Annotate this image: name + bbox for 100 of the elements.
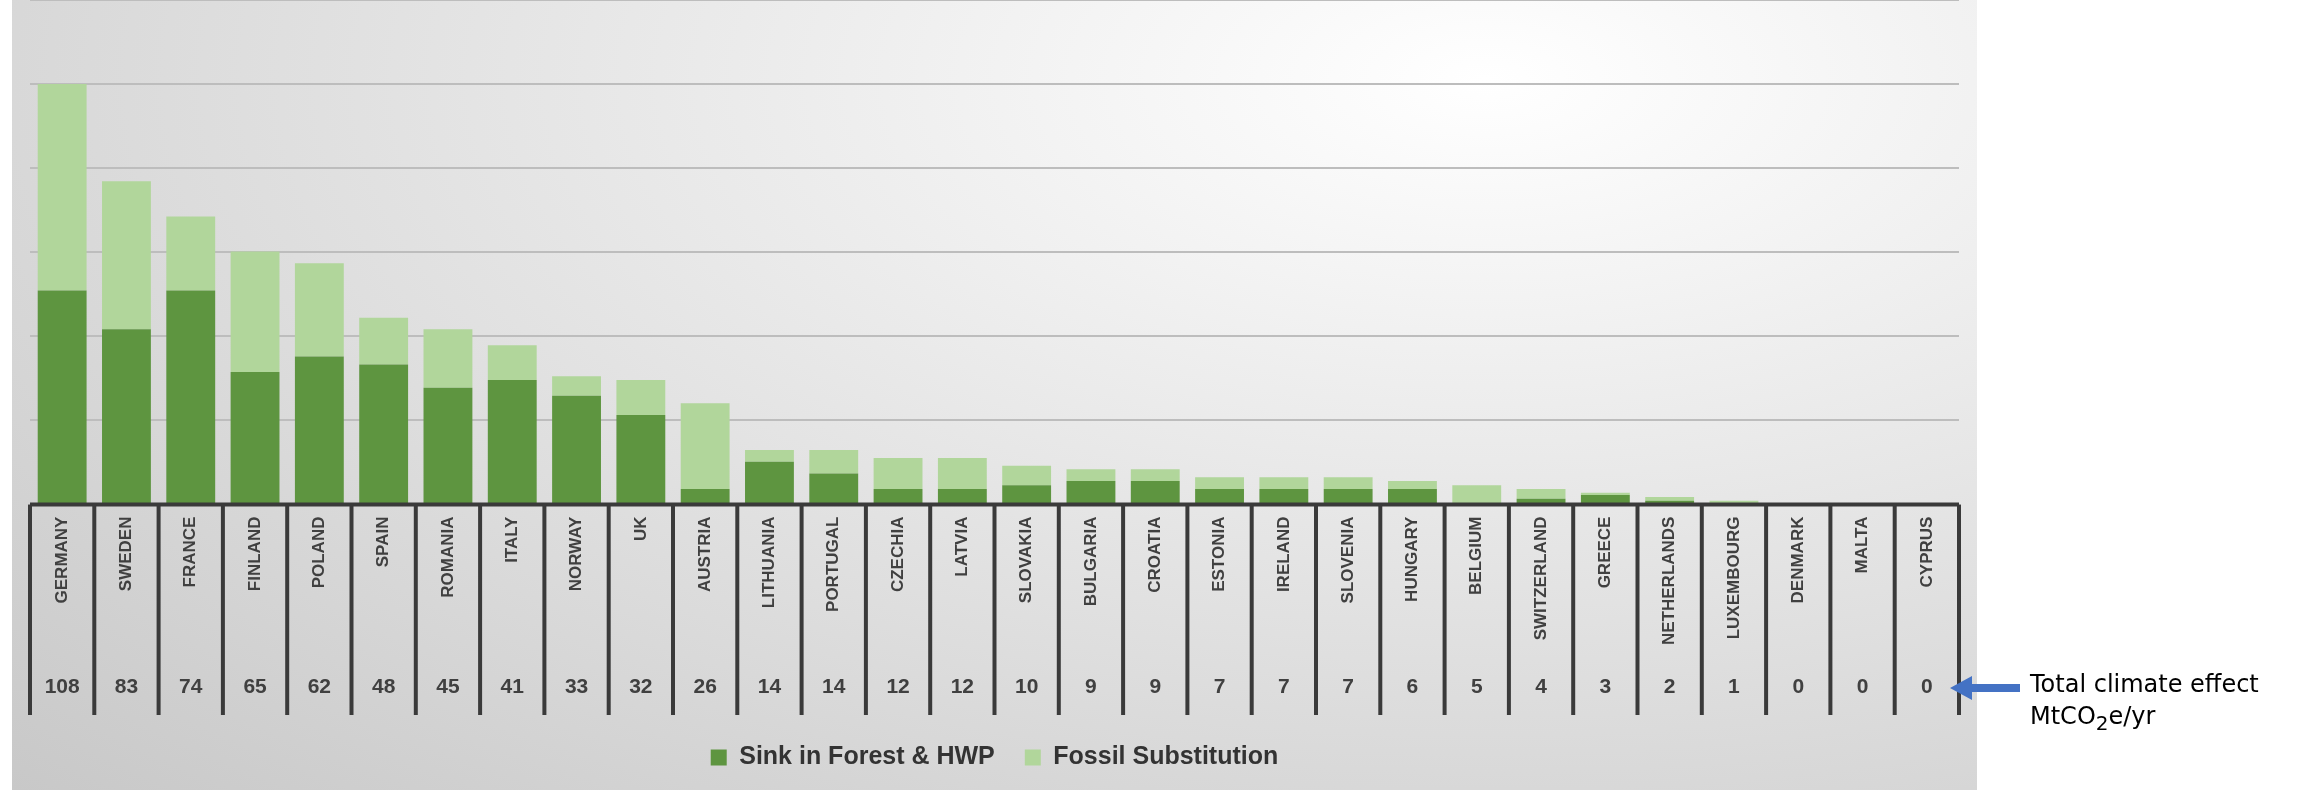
x-tick-label: NETHERLANDS [1659, 516, 1679, 646]
x-tick-label: BULGARIA [1080, 516, 1100, 607]
bar [873, 489, 923, 504]
bar [37, 290, 87, 504]
text: 32 [629, 673, 653, 697]
text: 9 [1085, 673, 1097, 697]
bar [1195, 489, 1244, 504]
x-tick-label: HUNGARY [1402, 515, 1422, 602]
text: 5 [1470, 673, 1483, 697]
bar [616, 415, 666, 504]
text: 26 [693, 673, 717, 697]
text: 48 [371, 673, 396, 697]
x-tick-label: NORWAY [566, 515, 586, 592]
text: 7 [1342, 673, 1354, 697]
x-tick-label: CZECHIA [887, 516, 907, 593]
x-tick-label: CYPRUS [1916, 516, 1936, 588]
bar [680, 489, 730, 504]
legend-label: Sink in Forest & HWP [739, 741, 995, 770]
x-tick-label: GREECE [1595, 516, 1615, 589]
bar [809, 473, 859, 504]
bar [423, 387, 473, 504]
text: 3 [1599, 673, 1612, 697]
bar [1002, 485, 1052, 504]
text: 2 [1663, 673, 1676, 697]
x-tick-label: SWEDEN [116, 516, 136, 592]
text: 14 [822, 673, 846, 697]
bar [37, 84, 87, 291]
bar [294, 263, 344, 357]
bar [680, 403, 730, 489]
text: 45 [436, 673, 460, 697]
x-tick-label: PORTUGAL [823, 516, 843, 612]
x-tick-label: SLOVENIA [1337, 516, 1357, 604]
bar [359, 317, 409, 365]
text: 83 [114, 673, 139, 697]
text: 7 [1278, 673, 1290, 697]
bar [552, 376, 601, 396]
bar [1066, 481, 1116, 504]
bar [102, 329, 151, 504]
bar [487, 345, 537, 381]
bar [102, 181, 151, 330]
x-tick-label: SPAIN [373, 516, 393, 568]
bar [1259, 489, 1309, 504]
legend-label: Fossil Substitution [1053, 741, 1279, 770]
x-tick-label: LATVIA [952, 516, 972, 577]
bar [1130, 481, 1180, 504]
bar [359, 364, 409, 504]
text: 6 [1406, 673, 1419, 697]
x-tick-label: IRELAND [1273, 516, 1293, 593]
bar [1323, 489, 1373, 504]
bar [423, 329, 473, 388]
x-tick-label: CROATIA [1144, 516, 1164, 593]
bar [230, 372, 280, 504]
text: 0 [1856, 673, 1869, 697]
bar [1130, 469, 1180, 482]
x-tick-label: UK [630, 515, 650, 542]
bar [1516, 489, 1566, 499]
x-tick-label: GERMANY [51, 515, 71, 604]
text: 10 [1014, 673, 1039, 697]
bar [1388, 481, 1437, 489]
x-tick-label: MALTA [1852, 516, 1872, 574]
bar [1323, 477, 1373, 489]
bar [1195, 477, 1244, 489]
bar [166, 290, 216, 504]
bar [1645, 496, 1695, 501]
text: 33 [564, 673, 589, 697]
x-tick-label: FRANCE [180, 516, 200, 588]
text: 0 [1792, 673, 1805, 697]
bar [1580, 494, 1630, 504]
text: 108 [44, 673, 80, 697]
x-tick-label: LITHUANIA [759, 516, 779, 609]
x-tick-label: FINLAND [244, 516, 264, 592]
x-tick-label: AUSTRIA [694, 516, 714, 593]
bar [1388, 489, 1437, 504]
bar [1066, 469, 1116, 482]
text: 65 [243, 673, 268, 697]
text: Total climate effect MtCO$_{2}$e/yr [2030, 669, 2259, 737]
bar [1002, 465, 1052, 486]
x-tick-label: SWITZERLAND [1530, 516, 1550, 641]
text: 62 [307, 673, 332, 697]
x-tick-label: BELGIUM [1466, 516, 1486, 595]
bar [1452, 485, 1502, 504]
text: 12 [886, 673, 910, 697]
text: 41 [500, 673, 525, 697]
text: 0 [1921, 673, 1933, 697]
text: 9 [1149, 673, 1162, 697]
text: 1 [1728, 673, 1741, 697]
bar [1580, 492, 1630, 495]
bar [1259, 477, 1309, 489]
bar [937, 489, 987, 504]
bar [166, 216, 216, 291]
text: 7 [1213, 673, 1226, 697]
x-tick-label: ROMANIA [437, 516, 457, 598]
bar [937, 457, 987, 489]
text: 4 [1535, 673, 1548, 697]
x-tick-label: POLAND [309, 516, 329, 589]
bar [552, 395, 601, 504]
text: 74 [179, 673, 203, 697]
bar [809, 449, 859, 474]
x-tick-label: ESTONIA [1209, 516, 1229, 592]
x-tick-label: DENMARK [1787, 515, 1807, 604]
